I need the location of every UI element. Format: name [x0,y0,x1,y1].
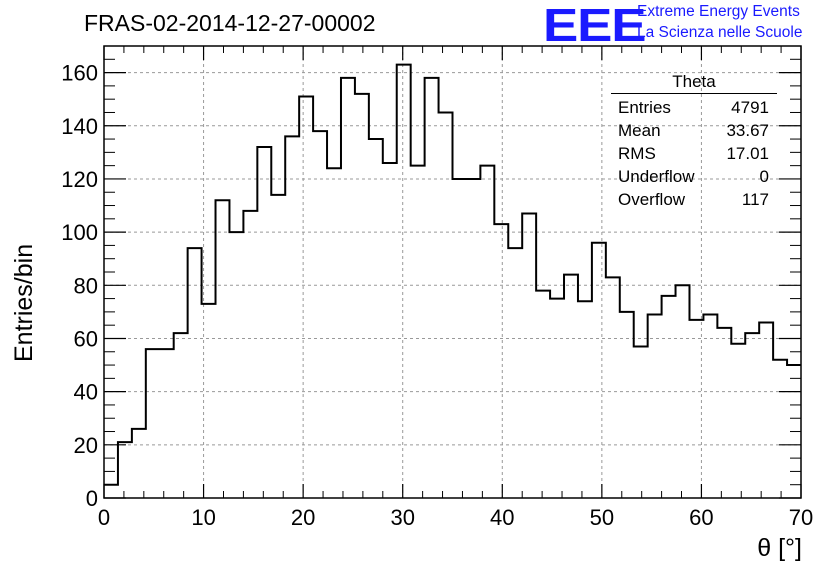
stats-row-rms: RMS 17.01 [611,142,777,165]
stats-value: 33.67 [726,121,769,140]
stats-label: Overflow [618,190,686,209]
stats-label: Mean [618,121,661,140]
logo-line2: La Scienza nelle Scuole [637,24,803,41]
chart-title: FRAS-02-2014-12-27-00002 [84,10,376,36]
stats-value: 0 [759,167,769,186]
x-tick-label: 10 [191,505,215,530]
x-tick-label: 60 [689,505,713,530]
tick-labels: 0 10 20 30 40 50 60 70 0 20 40 60 80 100 120 140 160 [61,61,813,530]
stats-title: Theta [611,72,777,94]
logo-line1: Extreme Energy Events [637,3,800,20]
x-tick-label: 50 [590,505,614,530]
stats-label: RMS [618,144,656,163]
x-tick-label: 0 [98,505,110,530]
y-tick-label: 120 [61,167,98,192]
y-tick-label: 0 [86,486,98,511]
histogram-line [104,63,801,486]
y-axis-title: Entries/bin [10,243,38,362]
stats-box: Theta Entries 4791 Mean 33.67 RMS 17.01 … [611,72,777,211]
x-tick-label: 30 [390,505,414,530]
y-tick-label: 60 [74,326,98,351]
x-tick-label: 70 [789,505,813,530]
stats-row-overflow: Overflow 117 [611,188,777,211]
stats-label: Entries [618,98,671,117]
x-tick-label: 40 [490,505,514,530]
stats-value: 17.01 [726,144,769,163]
x-axis-title: θ [°] [757,534,802,562]
stats-value: 4791 [731,98,769,117]
y-tick-label: 160 [61,61,98,86]
stats-row-mean: Mean 33.67 [611,119,777,142]
y-tick-label: 40 [74,380,98,405]
stats-row-underflow: Underflow 0 [611,165,777,188]
eee-logo: EEE [543,0,647,51]
stats-row-entries: Entries 4791 [611,96,777,119]
x-tick-label: 20 [291,505,315,530]
stats-value: 117 [741,190,769,209]
axis-ticks [103,45,802,499]
y-tick-label: 20 [74,433,98,458]
plot-frame [103,45,802,499]
y-tick-label: 100 [61,220,98,245]
y-tick-label: 80 [74,273,98,298]
stats-label: Underflow [618,167,695,186]
y-tick-label: 140 [61,114,98,139]
